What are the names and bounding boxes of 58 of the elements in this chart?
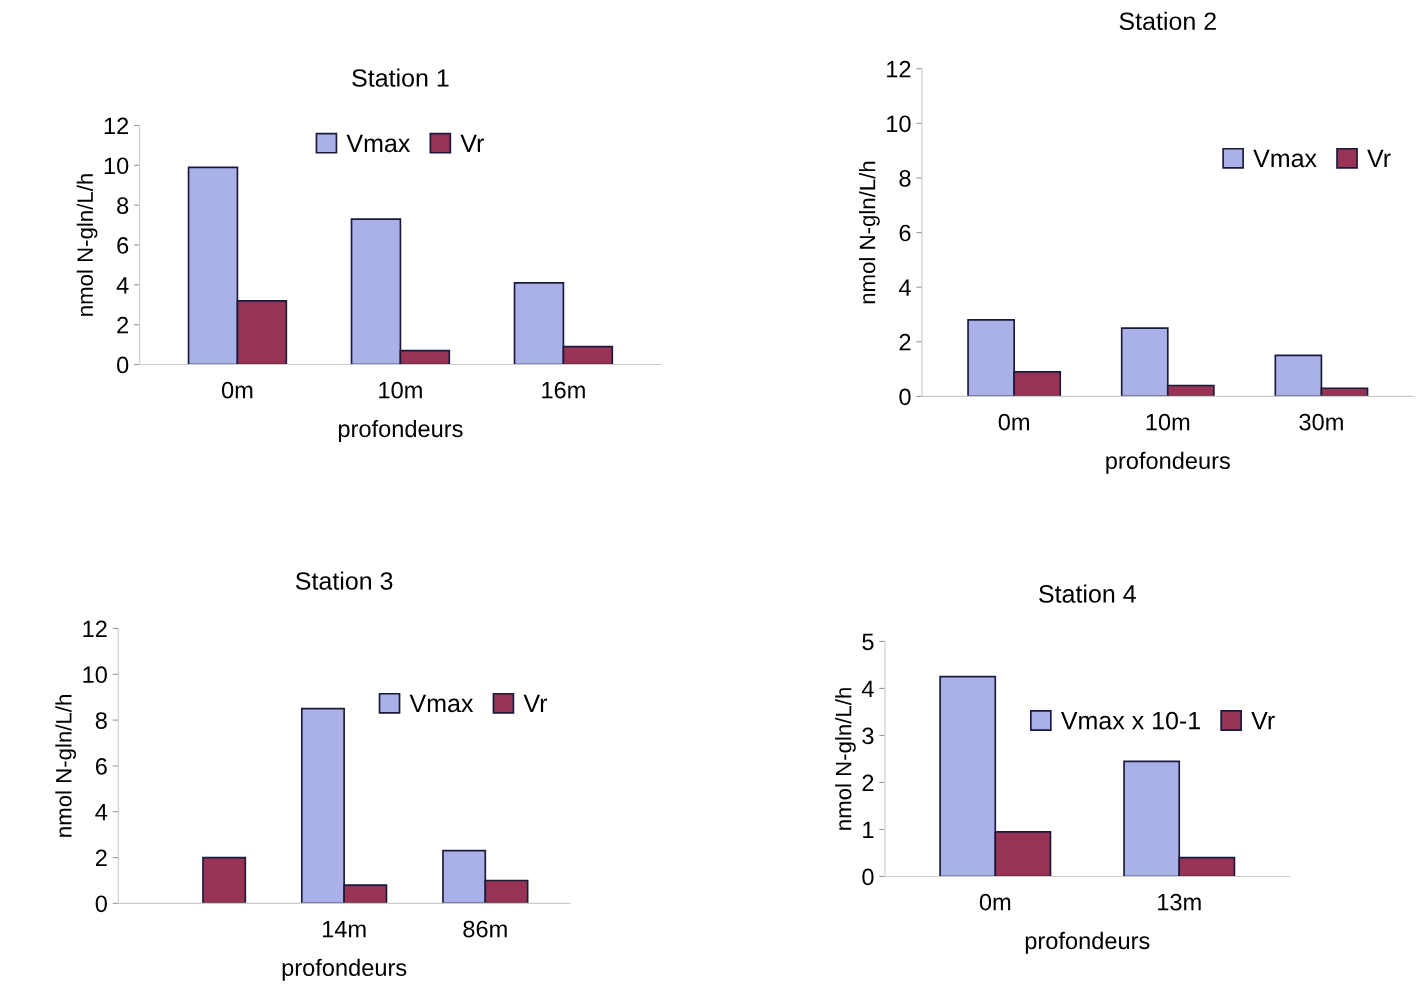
y-tick-label: 12 — [83, 620, 107, 638]
y-tick-label: 2 — [862, 774, 874, 792]
y-tick-label: 8 — [117, 197, 129, 214]
y-tick-label: 12 — [887, 60, 911, 78]
x-tick-label: 10m — [379, 381, 422, 399]
y-tick-label: 0 — [117, 356, 129, 374]
y-tick-label: 4 — [116, 277, 129, 294]
x-tick-label: 30m — [1299, 413, 1343, 431]
y-axis-title: nmol N-gln/L/h — [859, 161, 880, 304]
x-tick-label: 0m — [221, 381, 253, 399]
y-tick-label: 12 — [104, 117, 129, 135]
x-tick-label: 10m — [1146, 413, 1190, 431]
legend-label: Vr — [523, 694, 548, 712]
y-tick-label: 4 — [861, 680, 874, 697]
y-tick-label: 8 — [95, 712, 107, 729]
y-tick-label: 10 — [887, 115, 911, 133]
y-tick-label: 0 — [862, 868, 874, 886]
bar — [202, 856, 247, 904]
y-tick-label: 1 — [863, 821, 874, 839]
chart-title: Station 1 — [352, 68, 449, 87]
y-tick-label: 10 — [104, 157, 129, 175]
y-tick-label: 6 — [95, 757, 107, 775]
chart-title: Station 2 — [1119, 11, 1216, 31]
y-tick-label: 8 — [899, 170, 911, 187]
y-tick-label: 6 — [899, 224, 911, 242]
chart-title: Station 4 — [1039, 584, 1136, 603]
y-tick-label: 0 — [899, 388, 911, 406]
x-tick-label: 13m — [1158, 893, 1201, 911]
y-tick-label: 4 — [95, 804, 108, 821]
x-tick-label: 16m — [542, 381, 585, 399]
chart-title: Station 3 — [295, 571, 393, 590]
legend-label: Vmax — [409, 694, 474, 713]
legend-label: Vmax x 10-1 — [1060, 711, 1200, 730]
y-axis-title: nmol N-gln/L/h — [76, 174, 98, 316]
y-tick-label: 4 — [898, 279, 911, 296]
x-axis-title: profondeurs — [1106, 451, 1230, 474]
y-tick-label: 2 — [117, 316, 129, 334]
x-tick-label: 14m — [322, 920, 366, 938]
y-axis-title: nmol N-gln/L/h — [835, 688, 856, 830]
y-tick-label: 10 — [83, 666, 107, 684]
y-tick-label: 6 — [117, 237, 129, 254]
x-tick-label: 0m — [979, 893, 1011, 911]
legend-label: Vr — [1367, 149, 1391, 168]
y-tick-label: 2 — [95, 849, 107, 867]
y-tick-label: 2 — [899, 333, 911, 351]
x-tick-label: 86m — [463, 920, 507, 938]
x-tick-label: 0m — [998, 413, 1029, 431]
y-tick-label: 3 — [862, 727, 874, 745]
legend-label: Vr — [460, 134, 484, 152]
legend-label: Vmax — [346, 134, 411, 153]
x-axis-title: profondeurs — [282, 958, 407, 981]
x-axis-title: profondeurs — [338, 419, 463, 442]
legend-label: Vmax — [1253, 149, 1317, 168]
y-axis-title: nmol N-gln/L/h — [55, 695, 77, 837]
x-axis-title: profondeurs — [1025, 931, 1150, 954]
legend-label: Vr — [1251, 711, 1275, 730]
y-tick-label: 5 — [862, 633, 874, 651]
y-tick-label: 0 — [95, 895, 107, 913]
